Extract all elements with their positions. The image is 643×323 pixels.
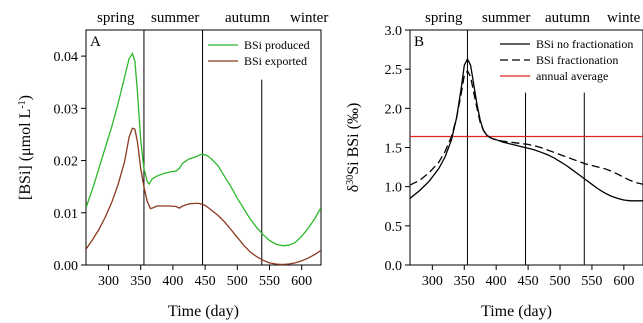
- panel-a: spring summer autumn winter 300 350 400 450 500 5…: [17, 10, 329, 320]
- x-tick-label: 300: [422, 274, 443, 289]
- x-tick-label: 600: [613, 274, 634, 289]
- y-tick-label: 2.0: [385, 102, 403, 117]
- y-axis-label-main: δ: [345, 185, 362, 193]
- panel-b: spring summer autumn winte 300 350 400 450 500 55…: [345, 10, 643, 320]
- legend-label: BSi exported: [244, 54, 307, 68]
- y-tick-label: 1.0: [385, 181, 403, 196]
- x-tick-label: 350: [454, 274, 475, 289]
- y-tick-label: 3.0: [385, 24, 403, 39]
- series-line-bsi-exported: [86, 127, 321, 265]
- y-tick-label: 0.5: [385, 220, 403, 235]
- season-label: spring: [425, 10, 463, 26]
- x-tick-label: 350: [130, 274, 151, 289]
- y-tick-label: 0.03: [54, 102, 79, 117]
- y-tick-label: 0.02: [54, 155, 79, 170]
- y-axis-label-close: ): [17, 95, 34, 100]
- y-tick-label: 2.5: [385, 63, 403, 78]
- season-label: winte: [607, 10, 641, 26]
- legend-label: annual average: [536, 69, 608, 83]
- season-label: summer: [151, 10, 199, 26]
- x-tick-label: 300: [98, 274, 119, 289]
- season-label: winter: [290, 10, 328, 26]
- y-axis-label-sup: 30: [345, 175, 356, 185]
- season-label: spring: [97, 10, 135, 26]
- y-tick-label: 1.5: [385, 142, 403, 157]
- y-axis-label-sup: -1: [17, 100, 28, 108]
- x-tick-label: 600: [291, 274, 312, 289]
- x-axis-label: Time (day): [481, 303, 552, 320]
- y-axis-label: δ30Si BSi (‰): [345, 103, 363, 193]
- y-axis-label-main: [BSi] (μmol L: [17, 109, 34, 200]
- legend-label: BSi produced: [244, 38, 310, 52]
- y-tick-label: 0.0: [385, 259, 403, 274]
- panel-label: B: [414, 34, 424, 50]
- panel-label: A: [90, 34, 101, 50]
- series-line-bsi-fractionation: [410, 69, 643, 186]
- series-line-bsi-no-fractionation: [410, 57, 643, 202]
- x-tick-label: 400: [486, 274, 507, 289]
- legend-label: BSi fractionation: [536, 53, 618, 67]
- x-axis-label: Time (day): [168, 303, 239, 320]
- x-tick-label: 450: [195, 274, 216, 289]
- x-tick-label: 400: [162, 274, 183, 289]
- plot-frame: [85, 29, 322, 266]
- y-tick-label: 0.04: [54, 50, 79, 65]
- x-tick-label: 450: [518, 274, 539, 289]
- y-axis-label-close: Si BSi (‰): [345, 103, 362, 175]
- y-axis-label: [BSi] (μmol L-1): [17, 95, 35, 200]
- season-label: autumn: [545, 10, 590, 26]
- x-tick-label: 500: [227, 274, 248, 289]
- x-tick-label: 550: [259, 274, 280, 289]
- x-tick-label: 500: [550, 274, 571, 289]
- y-tick-label: 0.00: [54, 259, 79, 274]
- legend-label: BSi no fractionation: [536, 37, 633, 51]
- y-tick-label: 0.01: [54, 207, 79, 222]
- season-label: summer: [482, 10, 530, 26]
- season-label: autumn: [225, 10, 270, 26]
- series-line-bsi-produced: [86, 51, 321, 247]
- x-tick-label: 550: [581, 274, 602, 289]
